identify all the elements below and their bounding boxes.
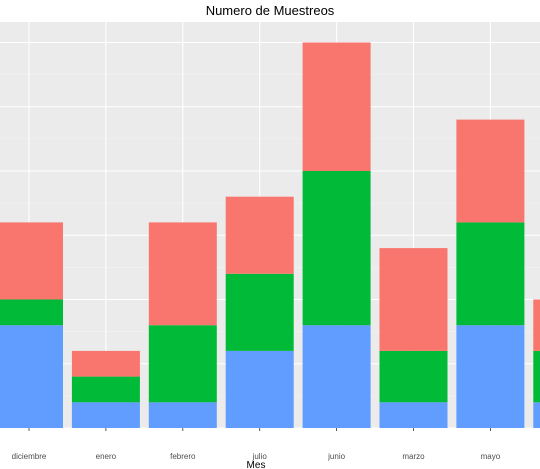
bar-noviembre-segment-2 (533, 350, 540, 403)
bar-julio-segment-2 (225, 273, 294, 351)
bar-mayo-segment-3 (456, 119, 525, 223)
bar-febrero-segment-1 (148, 402, 217, 428)
x-tick-label-junio: junio (327, 452, 345, 461)
bar-diciembre-segment-1 (0, 325, 63, 428)
x-axis-ticks: diciembre enero febrero julio junio marzo mayo… (12, 428, 501, 461)
bars (0, 42, 540, 428)
bar-marzo-segment-3 (379, 248, 448, 351)
x-tick-label-diciembre: diciembre (12, 452, 47, 461)
bar-enero-segment-3 (71, 350, 140, 377)
chart-title: Numero de Muestreos (206, 3, 335, 18)
x-tick-label-febrero: febrero (170, 452, 196, 461)
bar-junio-segment-3 (302, 42, 371, 171)
bar-julio-segment-1 (225, 350, 294, 428)
bar-diciembre-segment-2 (0, 299, 63, 326)
bar-mayo-segment-2 (456, 222, 525, 326)
x-tick-label-mayo: mayo (481, 452, 501, 461)
bar-junio-segment-1 (302, 325, 371, 428)
x-axis-label: Mes (247, 460, 266, 469)
bar-marzo-segment-2 (379, 350, 448, 403)
x-tick-label-julio: julio (252, 452, 268, 461)
bar-febrero-segment-3 (148, 222, 217, 326)
bar-noviembre-segment-3 (533, 299, 540, 351)
bar-marzo-segment-1 (379, 402, 448, 428)
bar-julio-segment-3 (225, 196, 294, 274)
bar-enero-segment-1 (71, 402, 140, 428)
bar-febrero-segment-2 (148, 325, 217, 403)
bar-junio-segment-2 (302, 171, 371, 326)
bar-enero-segment-2 (71, 376, 140, 403)
x-tick-label-enero: enero (96, 452, 117, 461)
bar-mayo-segment-1 (456, 325, 525, 428)
bar-diciembre-segment-3 (0, 222, 63, 300)
x-tick-label-marzo: marzo (402, 452, 425, 461)
bar-noviembre-segment-1 (533, 402, 540, 428)
